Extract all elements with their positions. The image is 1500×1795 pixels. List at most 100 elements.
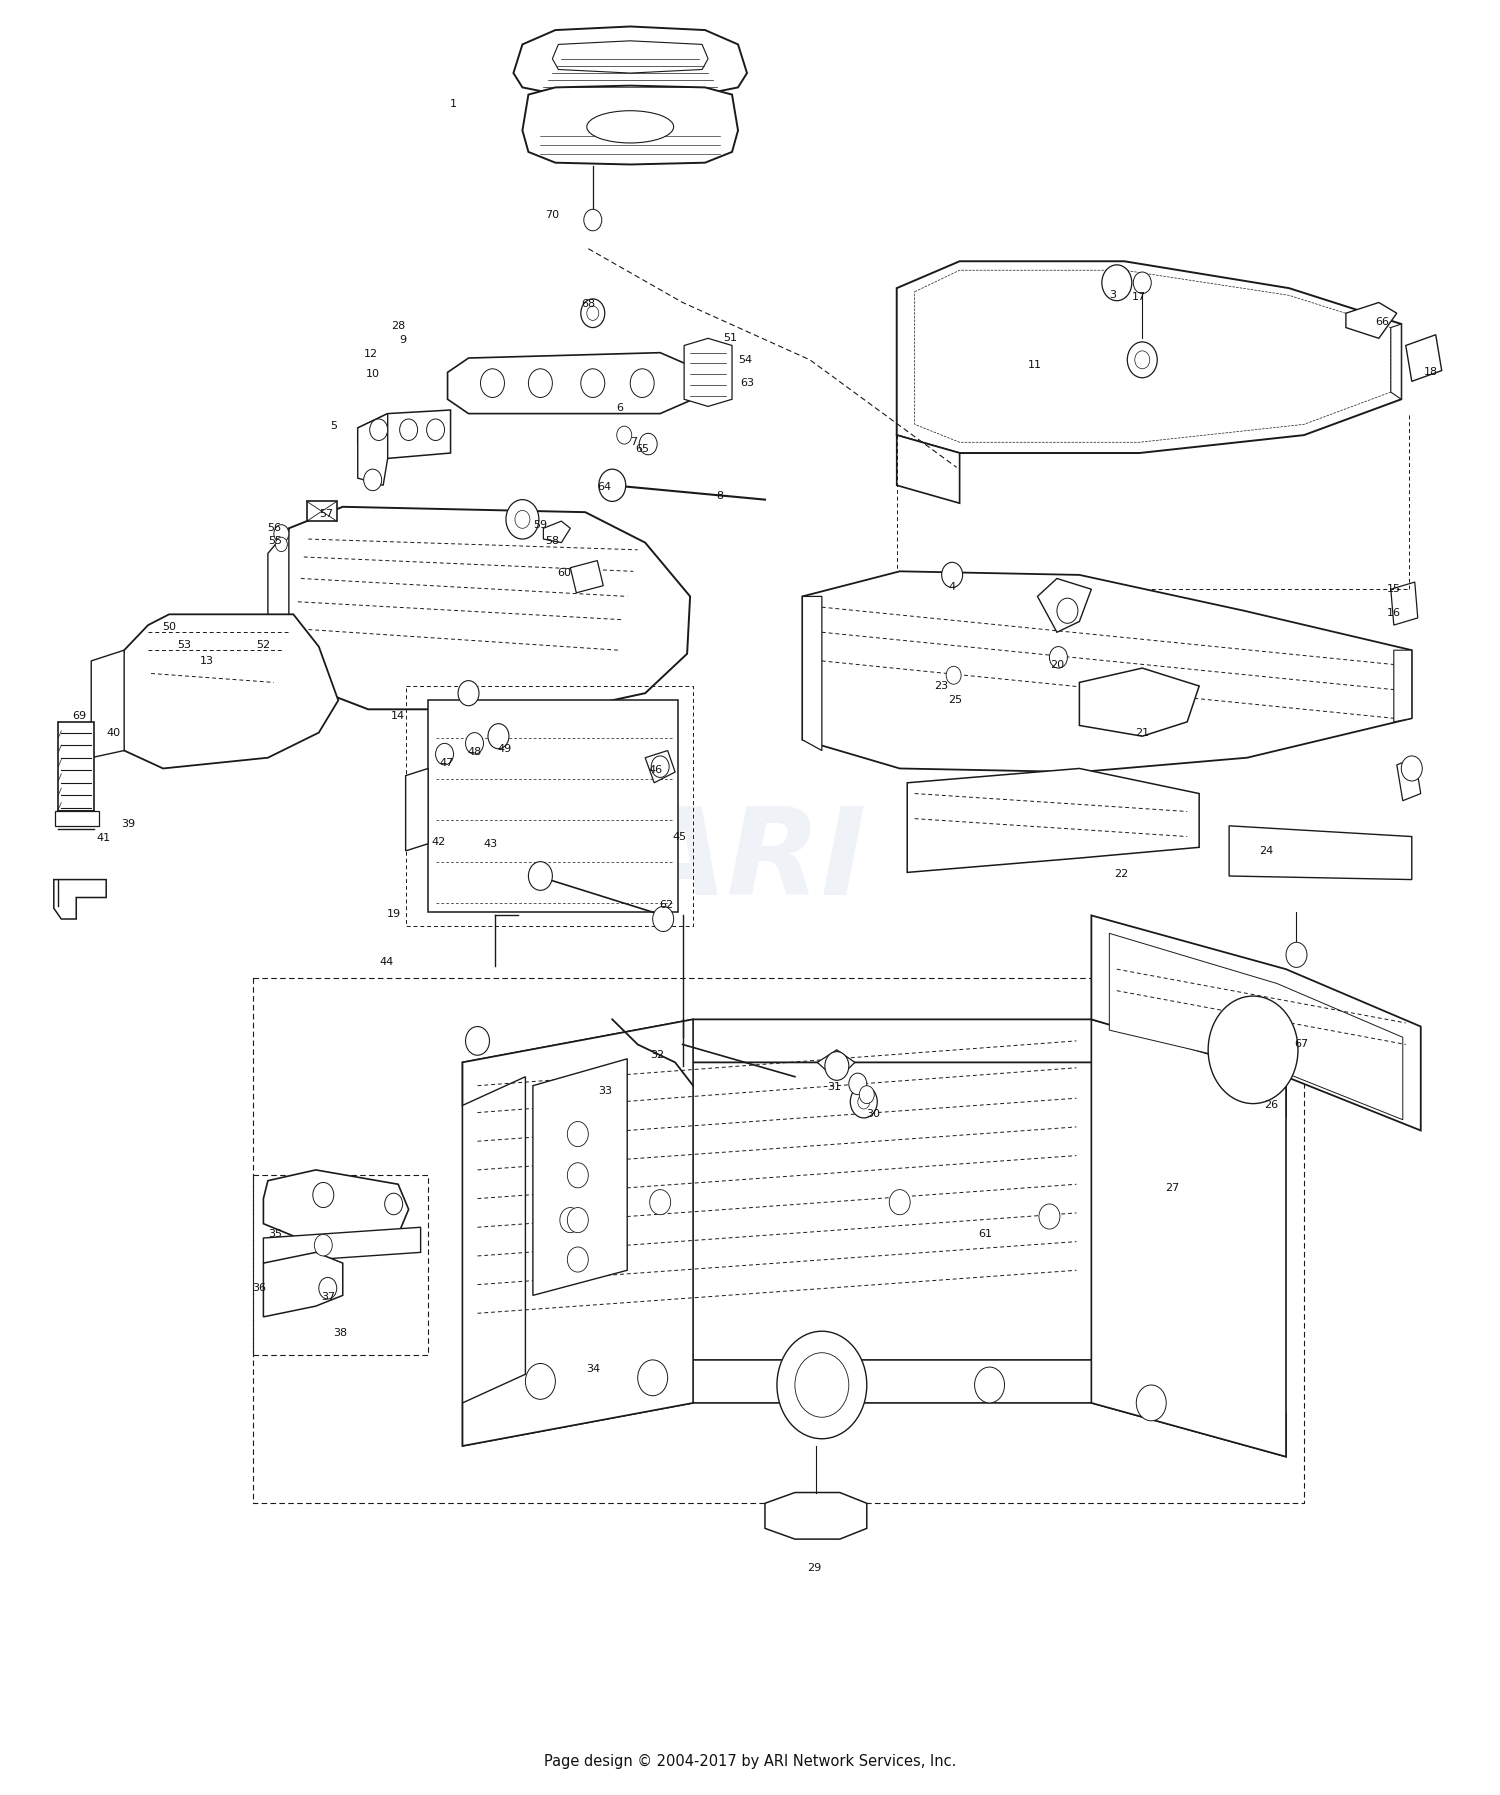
Text: 7: 7 (630, 438, 638, 447)
Text: 63: 63 (740, 379, 754, 388)
Circle shape (314, 1183, 334, 1208)
Text: 67: 67 (1294, 1039, 1308, 1050)
Text: 61: 61 (978, 1230, 992, 1239)
Text: 37: 37 (321, 1292, 334, 1301)
Circle shape (795, 1353, 849, 1418)
Text: 20: 20 (1050, 659, 1064, 670)
Circle shape (315, 1235, 333, 1256)
Circle shape (514, 510, 529, 528)
Polygon shape (1228, 826, 1412, 880)
Polygon shape (54, 880, 106, 919)
Polygon shape (1394, 650, 1411, 722)
Text: 17: 17 (1132, 293, 1146, 302)
Polygon shape (462, 1361, 1286, 1458)
Circle shape (1286, 942, 1306, 968)
Circle shape (274, 524, 290, 542)
Polygon shape (1406, 334, 1441, 381)
Polygon shape (1038, 578, 1092, 632)
Text: 15: 15 (1388, 583, 1401, 594)
Circle shape (650, 1190, 670, 1215)
Text: 30: 30 (865, 1109, 880, 1120)
Polygon shape (532, 1059, 627, 1296)
Text: 41: 41 (96, 833, 111, 844)
Circle shape (369, 418, 387, 440)
Circle shape (580, 300, 604, 327)
Text: 53: 53 (177, 639, 190, 650)
Circle shape (850, 1086, 877, 1118)
Text: 33: 33 (598, 1086, 612, 1097)
Text: 48: 48 (468, 747, 482, 757)
Polygon shape (897, 262, 1401, 452)
Circle shape (584, 210, 602, 232)
Text: 14: 14 (392, 711, 405, 722)
Text: 43: 43 (484, 838, 498, 849)
Text: 18: 18 (1424, 368, 1438, 377)
Polygon shape (268, 528, 290, 679)
Circle shape (946, 666, 962, 684)
Circle shape (858, 1095, 870, 1109)
Text: 19: 19 (387, 908, 400, 919)
Text: 51: 51 (723, 334, 738, 343)
Text: 68: 68 (580, 300, 596, 309)
Polygon shape (268, 506, 690, 709)
Text: 46: 46 (648, 765, 663, 775)
Polygon shape (802, 571, 1412, 772)
Circle shape (890, 1190, 910, 1215)
Polygon shape (1092, 1020, 1286, 1458)
Polygon shape (570, 560, 603, 592)
Circle shape (777, 1332, 867, 1440)
Circle shape (567, 1248, 588, 1273)
Polygon shape (1080, 668, 1198, 736)
Circle shape (630, 368, 654, 397)
Text: 21: 21 (1136, 727, 1149, 738)
Text: 39: 39 (122, 819, 135, 829)
Text: 22: 22 (1114, 869, 1128, 880)
Circle shape (859, 1086, 874, 1104)
Text: 36: 36 (252, 1283, 266, 1292)
Circle shape (1208, 996, 1298, 1104)
Circle shape (825, 1052, 849, 1081)
Text: 6: 6 (616, 404, 622, 413)
Circle shape (488, 723, 508, 749)
Circle shape (465, 1027, 489, 1055)
Circle shape (1058, 598, 1078, 623)
Text: 24: 24 (1260, 845, 1274, 856)
Polygon shape (897, 434, 960, 503)
Circle shape (567, 1122, 588, 1147)
Text: 62: 62 (658, 899, 674, 910)
Circle shape (426, 418, 444, 440)
Text: 42: 42 (432, 836, 445, 847)
Circle shape (849, 1073, 867, 1095)
Polygon shape (462, 1020, 1286, 1116)
Circle shape (276, 537, 288, 551)
Circle shape (942, 562, 963, 587)
Text: 1: 1 (450, 99, 458, 108)
Text: 16: 16 (1388, 607, 1401, 617)
Text: 3: 3 (1108, 291, 1116, 300)
Text: 57: 57 (320, 510, 333, 519)
Text: 27: 27 (1166, 1183, 1179, 1194)
Text: 49: 49 (498, 743, 512, 754)
Polygon shape (110, 614, 339, 768)
Text: 26: 26 (1264, 1100, 1278, 1111)
Circle shape (598, 468, 625, 501)
Text: 4: 4 (948, 582, 956, 592)
Circle shape (586, 307, 598, 320)
Circle shape (399, 418, 417, 440)
Polygon shape (552, 41, 708, 74)
Text: Page design © 2004-2017 by ARI Network Services, Inc.: Page design © 2004-2017 by ARI Network S… (544, 1754, 956, 1768)
Circle shape (435, 743, 453, 765)
Text: ARI: ARI (633, 802, 867, 921)
Circle shape (567, 1208, 588, 1233)
Circle shape (458, 680, 478, 705)
Text: 34: 34 (585, 1364, 600, 1373)
Polygon shape (522, 86, 738, 165)
Polygon shape (1390, 582, 1417, 625)
Text: 60: 60 (558, 567, 572, 578)
Circle shape (1137, 1386, 1166, 1422)
Circle shape (465, 732, 483, 754)
Polygon shape (264, 1253, 344, 1318)
Text: 58: 58 (546, 537, 560, 546)
Polygon shape (908, 768, 1198, 872)
Polygon shape (1110, 933, 1402, 1120)
